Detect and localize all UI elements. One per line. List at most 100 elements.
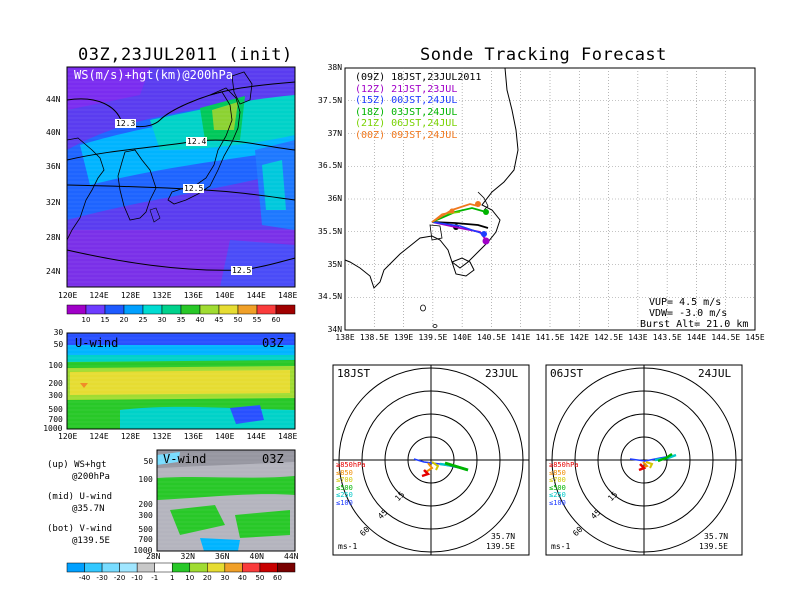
colorbar-swatch xyxy=(123,304,144,315)
right-title: Sonde Tracking Forecast xyxy=(420,45,667,65)
vdw-text: VDW= -3.0 m/s xyxy=(649,308,728,319)
lon-tick-label: 142.5E xyxy=(594,333,624,342)
contour-label: 12.4 xyxy=(186,137,208,146)
colorbar-label: 60 xyxy=(273,574,282,582)
lon-tick-label: 141.5E xyxy=(535,333,565,342)
lat-tick-label: 37.5N xyxy=(318,95,343,105)
legend-utc: (15Z) xyxy=(355,95,392,106)
legend-utc: (09Z) xyxy=(355,72,392,83)
pressure-level-legend: ≤100 xyxy=(336,498,353,507)
colorbar-swatch xyxy=(256,304,277,315)
colorbar-label: 55 xyxy=(253,316,262,324)
colorbar-swatch xyxy=(171,562,191,573)
pressure-tick-label: 200 xyxy=(138,500,153,509)
colorbar-label: -1 xyxy=(151,574,158,582)
colorbar-label: 30 xyxy=(158,316,167,324)
colorbar-label: 50 xyxy=(234,316,243,324)
burst-alt-text: Burst Alt= 21.0 km xyxy=(640,319,749,330)
pressure-tick-label: 200 xyxy=(48,379,63,388)
pressure-level-legend: ≥850hPa xyxy=(336,461,366,469)
colorbar-label: 40 xyxy=(238,574,247,582)
hodo-left-lat: 35.7N xyxy=(491,532,516,541)
lon-tick-label: 143.5E xyxy=(652,333,682,342)
v-wind-label: V-wind xyxy=(163,452,207,466)
lon-tick-label: 144E xyxy=(246,432,266,441)
lat-tick-label: 36N xyxy=(327,194,343,203)
hodograph-right xyxy=(545,364,743,556)
colorbar-swatch xyxy=(275,304,296,315)
lon-tick-label: 138.5E xyxy=(359,333,389,342)
colorbar-swatch xyxy=(259,562,278,573)
v-colorbar: -40 -30 -20 -10 -1 1 10 20 30 40 50 60 xyxy=(66,562,296,582)
colorbar-label: 60 xyxy=(272,316,281,324)
lat-tick-label: 37N xyxy=(327,128,343,138)
pressure-level-legend: ≤100 xyxy=(549,498,566,507)
legend-entry: (12Z) 21JST,23JUL xyxy=(355,84,481,96)
lat-tick-label: 38N xyxy=(327,63,343,72)
lon-tick-label: 124E xyxy=(89,432,109,441)
pressure-level-legend: ≤250 xyxy=(336,491,353,499)
lon-tick-label: 144.5E xyxy=(711,333,741,342)
note-mid: (mid) U-wind xyxy=(47,492,113,502)
pressure-tick-label: 300 xyxy=(138,511,153,520)
ws-map-label: WS(m/s)+hgt(km)@200hPa xyxy=(74,68,233,82)
pressure-level-legend: ≤500 xyxy=(549,483,566,492)
hodo-right-time: 06JST xyxy=(550,367,584,380)
lon-tick-label: 136E xyxy=(183,291,203,300)
hodograph-left xyxy=(332,364,530,556)
v-wind-panel xyxy=(156,449,296,552)
lon-tick-label: 132E xyxy=(152,432,172,441)
lon-tick-label: 141E xyxy=(511,333,531,342)
colorbar-label: 15 xyxy=(101,316,110,324)
pressure-tick-label: 500 xyxy=(138,525,153,534)
vup-text: VUP= 4.5 m/s xyxy=(649,297,722,308)
legend-jst: 03JST,24JUL xyxy=(391,106,458,118)
lon-tick-label: 140E xyxy=(215,432,235,441)
pressure-level-legend: ≥850hPa xyxy=(549,461,579,469)
lat-tick-label: 44N xyxy=(46,95,61,104)
pressure-tick-label: 1000 xyxy=(43,424,63,433)
colorbar-label: 10 xyxy=(82,316,91,324)
lon-tick-label: 132E xyxy=(152,291,172,300)
colorbar-label: 35 xyxy=(177,316,186,324)
note-mid-lat: @35.7N xyxy=(72,504,105,514)
colorbar-swatch xyxy=(189,562,208,573)
ws-map xyxy=(66,66,296,288)
pressure-level-legend: ≤700 xyxy=(336,476,353,484)
colorbar-swatch xyxy=(242,562,261,573)
pressure-tick-label: 1000 xyxy=(133,546,153,555)
legend-utc: (18Z) xyxy=(355,106,392,118)
lon-tick-label: 120E xyxy=(58,291,78,300)
lat-tick-label: 40N xyxy=(249,552,264,561)
colorbar-swatch xyxy=(199,304,220,315)
pressure-tick-label: 50 xyxy=(143,457,154,466)
lat-tick-label: 35N xyxy=(327,259,343,269)
colorbar-label: 20 xyxy=(203,574,212,582)
lat-tick-label: 32N xyxy=(180,552,195,561)
hodo-right-lat: 35.7N xyxy=(704,532,729,541)
pressure-tick-label: 700 xyxy=(138,535,153,544)
u-wind-label: U-wind xyxy=(75,336,119,350)
legend-entry: (09Z) 18JST,23JUL2011 xyxy=(355,72,481,84)
note-up: (up) WS+hgt xyxy=(47,460,107,470)
legend-utc: (21Z) xyxy=(355,118,392,129)
u-wind-time: 03Z xyxy=(262,336,284,350)
left-title: 03Z,23JUL2011 (init) xyxy=(78,45,293,65)
lon-tick-label: 142E xyxy=(569,333,589,342)
lon-tick-label: 139E xyxy=(393,333,414,342)
colorbar-label: 1 xyxy=(170,574,174,582)
lon-tick-label: 128E xyxy=(120,291,141,300)
colorbar-label: -30 xyxy=(96,574,107,582)
pressure-tick-label: 300 xyxy=(48,391,63,400)
legend-jst: 09JST,24JUL xyxy=(391,129,458,141)
colorbar-swatch xyxy=(161,304,182,315)
legend-jst: 18JST,23JUL2011 xyxy=(391,72,482,83)
colorbar-label: -20 xyxy=(114,574,125,582)
lat-tick-label: 35.5N xyxy=(318,226,343,236)
lon-tick-label: 143E xyxy=(628,333,648,342)
colorbar-swatch xyxy=(207,562,226,573)
contour-label: 12.3 xyxy=(115,119,137,128)
lat-tick-label: 34N xyxy=(327,325,343,334)
hodo-left-unit: ms-1 xyxy=(338,542,358,551)
colorbar-swatch xyxy=(224,562,243,573)
